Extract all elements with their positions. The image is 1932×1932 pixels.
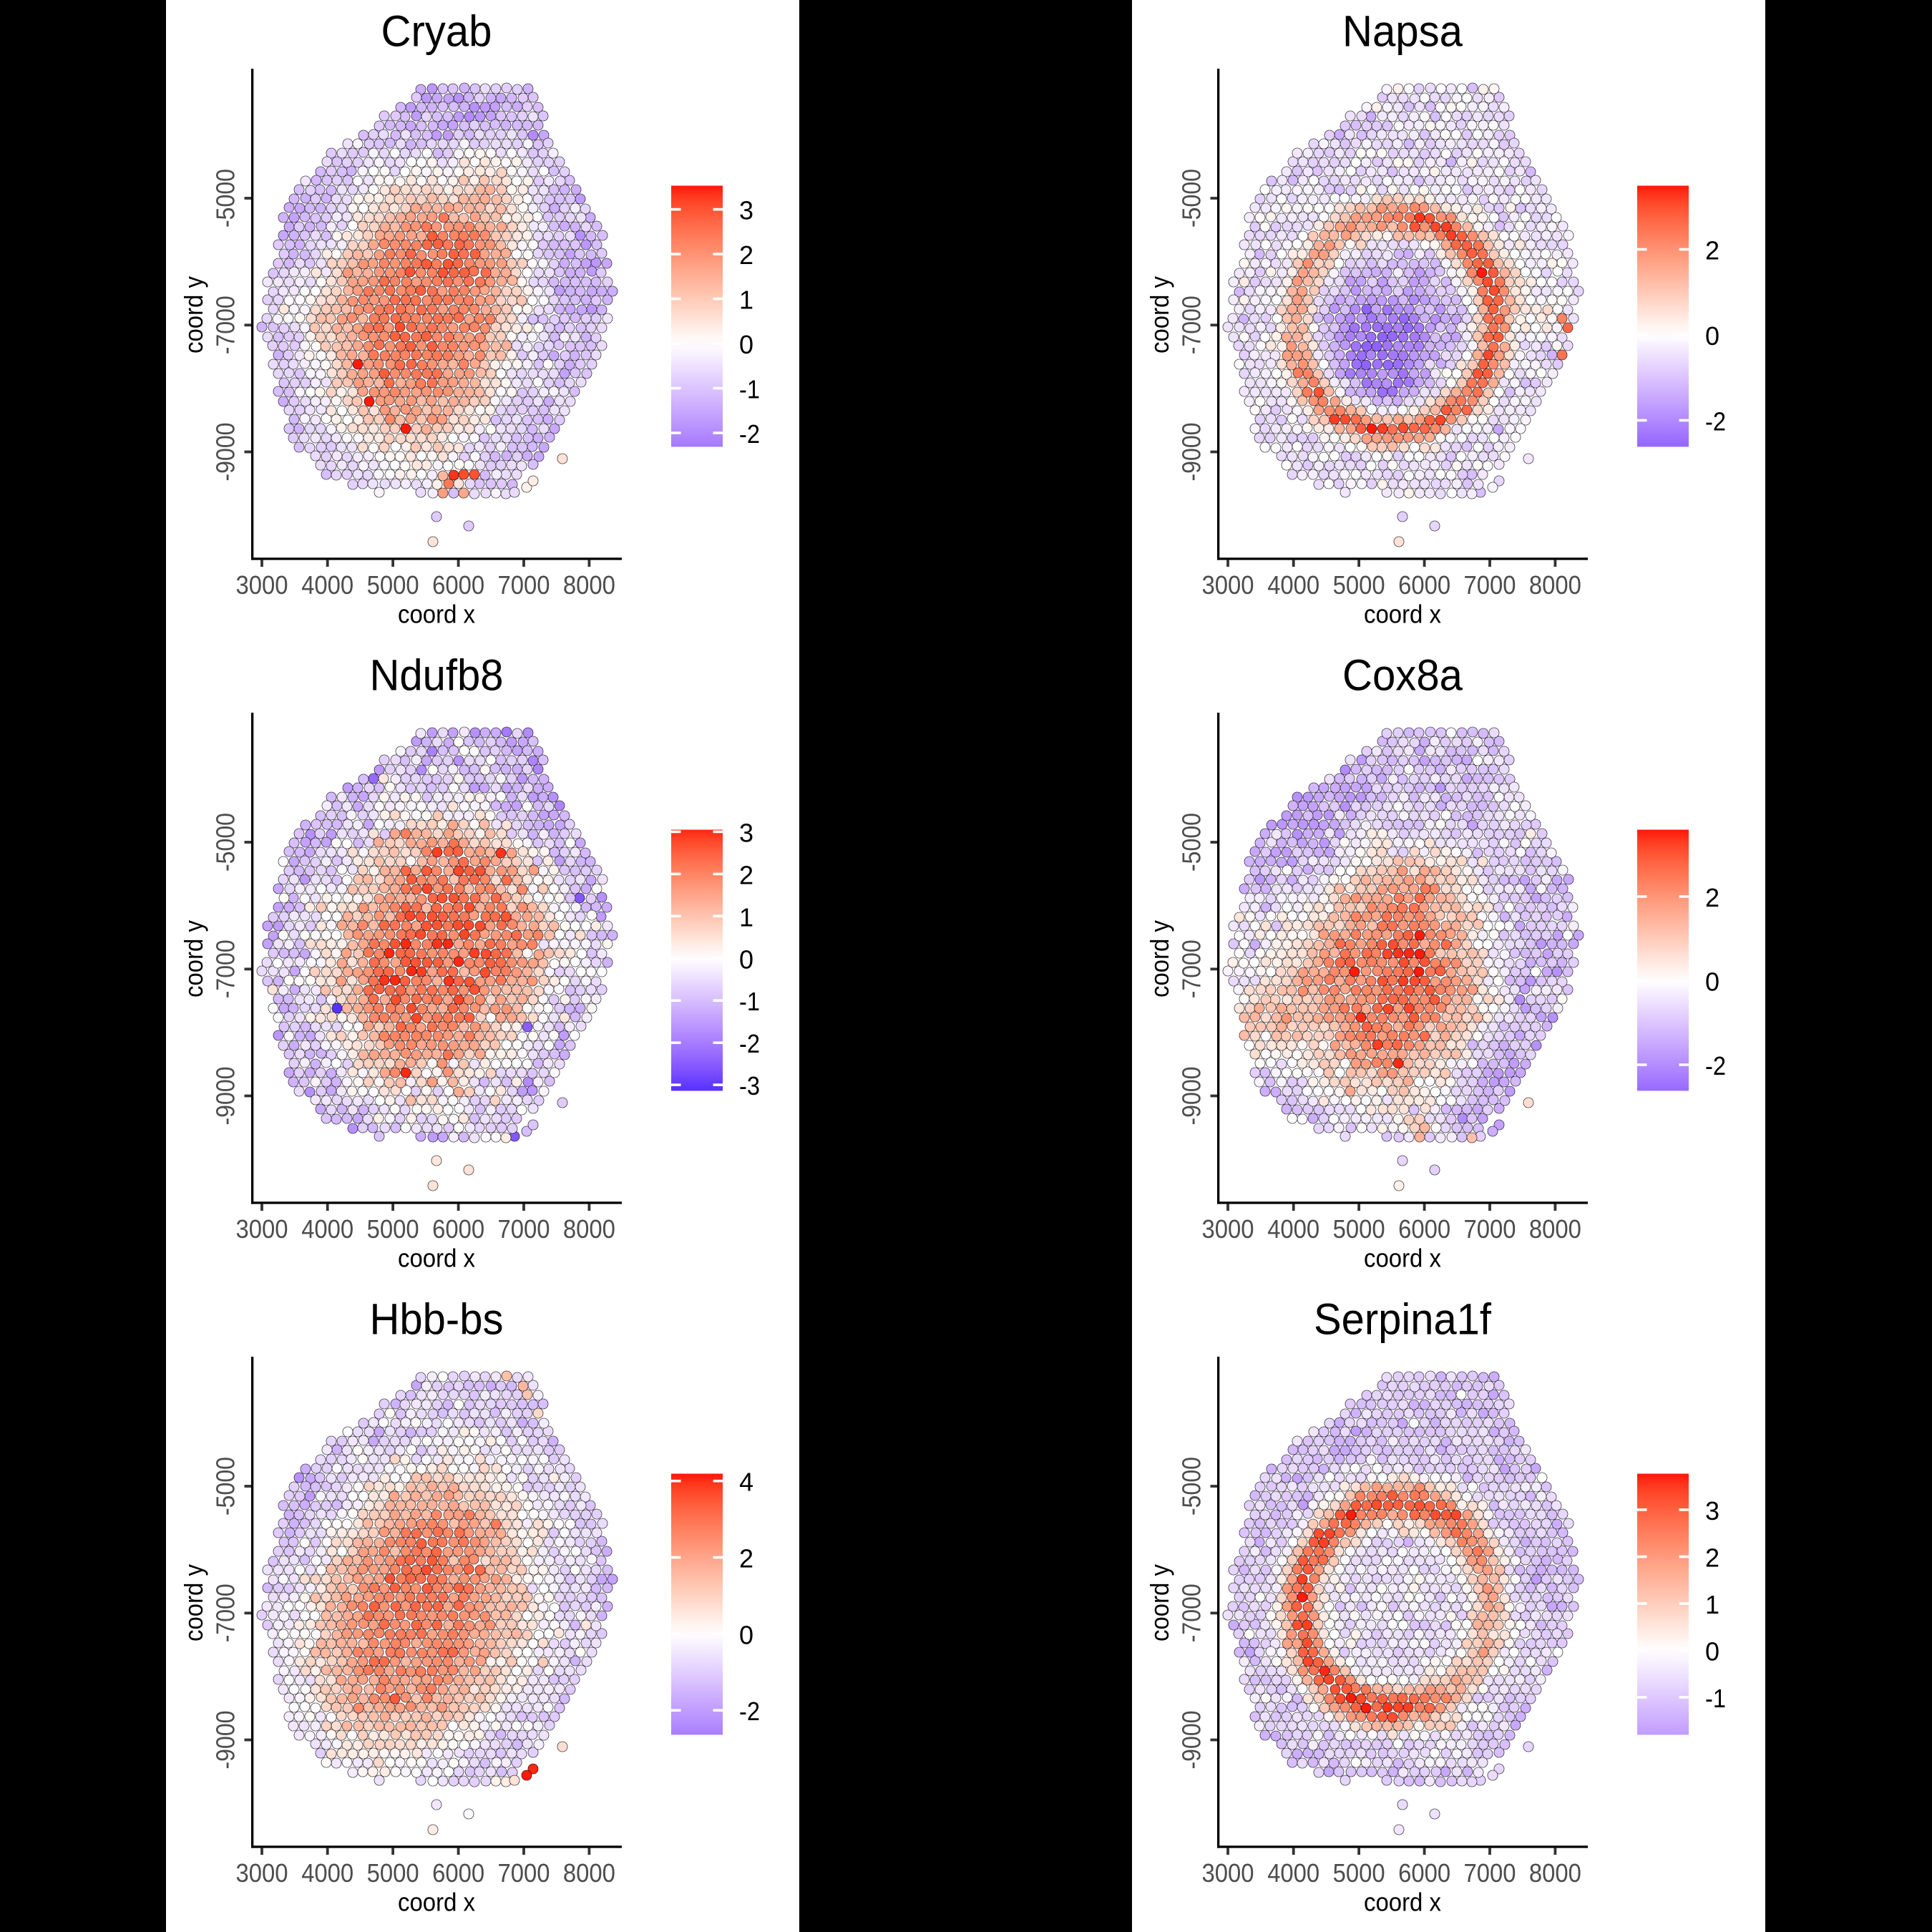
svg-text:coord y: coord y <box>179 1564 208 1641</box>
svg-text:6000: 6000 <box>432 570 484 600</box>
svg-text:0: 0 <box>1705 321 1719 351</box>
svg-text:-2: -2 <box>739 1697 760 1726</box>
svg-text:8000: 8000 <box>1529 1214 1581 1244</box>
svg-text:3000: 3000 <box>236 1858 288 1888</box>
svg-text:-5000: -5000 <box>1177 813 1206 872</box>
svg-text:4: 4 <box>739 1468 753 1497</box>
svg-text:0: 0 <box>739 330 753 359</box>
svg-text:3: 3 <box>739 196 753 225</box>
svg-text:-7000: -7000 <box>211 296 240 354</box>
svg-text:0: 0 <box>739 1620 753 1649</box>
svg-text:Cryab: Cryab <box>381 7 492 56</box>
svg-text:-5000: -5000 <box>211 813 240 872</box>
svg-text:4000: 4000 <box>1267 1214 1319 1244</box>
svg-text:Hbb-bs: Hbb-bs <box>370 1295 504 1344</box>
svg-text:-2: -2 <box>739 419 760 449</box>
svg-text:coord x: coord x <box>1364 1244 1441 1273</box>
svg-text:3000: 3000 <box>1202 1214 1254 1244</box>
svg-text:7000: 7000 <box>498 1858 550 1888</box>
svg-text:8000: 8000 <box>563 1858 615 1888</box>
svg-text:4000: 4000 <box>301 1858 353 1888</box>
svg-text:-7000: -7000 <box>211 940 240 998</box>
svg-text:8000: 8000 <box>563 570 615 600</box>
svg-text:4000: 4000 <box>1267 570 1319 600</box>
svg-text:-7000: -7000 <box>1177 296 1206 354</box>
svg-text:8000: 8000 <box>1529 570 1581 600</box>
svg-text:8000: 8000 <box>563 1214 615 1244</box>
svg-text:3000: 3000 <box>236 570 288 600</box>
svg-text:4000: 4000 <box>301 570 353 600</box>
svg-text:5000: 5000 <box>1333 1214 1385 1244</box>
svg-text:0: 0 <box>1705 967 1719 996</box>
svg-text:Ndufb8: Ndufb8 <box>370 651 504 700</box>
svg-text:-9000: -9000 <box>1177 1067 1206 1126</box>
svg-text:-7000: -7000 <box>211 1584 240 1642</box>
svg-text:2: 2 <box>1705 236 1719 265</box>
svg-text:6000: 6000 <box>432 1214 484 1244</box>
svg-text:3000: 3000 <box>1202 570 1254 600</box>
svg-text:2: 2 <box>739 240 753 270</box>
svg-text:5000: 5000 <box>367 1214 419 1244</box>
svg-text:-1: -1 <box>739 375 760 404</box>
svg-text:7000: 7000 <box>498 570 550 600</box>
svg-text:coord y: coord y <box>1145 276 1174 353</box>
svg-text:7000: 7000 <box>1464 570 1516 600</box>
svg-text:coord y: coord y <box>179 920 208 997</box>
svg-text:5000: 5000 <box>367 1858 419 1888</box>
svg-text:2: 2 <box>739 860 753 889</box>
svg-text:3000: 3000 <box>236 1214 288 1244</box>
svg-text:Cox8a: Cox8a <box>1342 651 1463 700</box>
svg-text:coord y: coord y <box>1145 920 1174 997</box>
svg-text:4000: 4000 <box>301 1214 353 1244</box>
svg-text:coord x: coord x <box>398 600 475 629</box>
svg-text:6000: 6000 <box>1398 570 1450 600</box>
svg-text:-2: -2 <box>739 1029 760 1058</box>
svg-text:3: 3 <box>739 818 753 847</box>
svg-text:-9000: -9000 <box>211 1067 240 1126</box>
svg-text:-9000: -9000 <box>211 1711 240 1770</box>
svg-text:1: 1 <box>739 902 753 932</box>
svg-text:-9000: -9000 <box>1177 423 1206 482</box>
svg-text:5000: 5000 <box>1333 570 1385 600</box>
svg-text:coord x: coord x <box>1364 600 1441 629</box>
svg-text:2: 2 <box>739 1544 753 1574</box>
svg-text:7000: 7000 <box>498 1214 550 1244</box>
svg-text:-3: -3 <box>739 1071 760 1101</box>
svg-text:-7000: -7000 <box>1177 940 1206 998</box>
svg-text:Napsa: Napsa <box>1342 7 1463 56</box>
svg-text:coord y: coord y <box>179 276 208 353</box>
svg-text:5000: 5000 <box>367 570 419 600</box>
svg-text:-2: -2 <box>1705 1051 1726 1080</box>
svg-text:0: 0 <box>739 945 753 974</box>
svg-text:7000: 7000 <box>1464 1214 1516 1244</box>
svg-text:6000: 6000 <box>432 1858 484 1888</box>
svg-text:coord x: coord x <box>398 1888 475 1917</box>
svg-text:coord x: coord x <box>398 1244 475 1273</box>
svg-text:6000: 6000 <box>1398 1214 1450 1244</box>
svg-text:2: 2 <box>1705 883 1719 912</box>
svg-text:1: 1 <box>739 286 753 315</box>
svg-text:-5000: -5000 <box>1177 169 1206 228</box>
svg-text:-9000: -9000 <box>211 423 240 482</box>
svg-text:-1: -1 <box>739 987 760 1016</box>
svg-text:-5000: -5000 <box>211 1457 240 1516</box>
svg-text:-2: -2 <box>1705 406 1726 436</box>
svg-text:-5000: -5000 <box>211 169 240 228</box>
